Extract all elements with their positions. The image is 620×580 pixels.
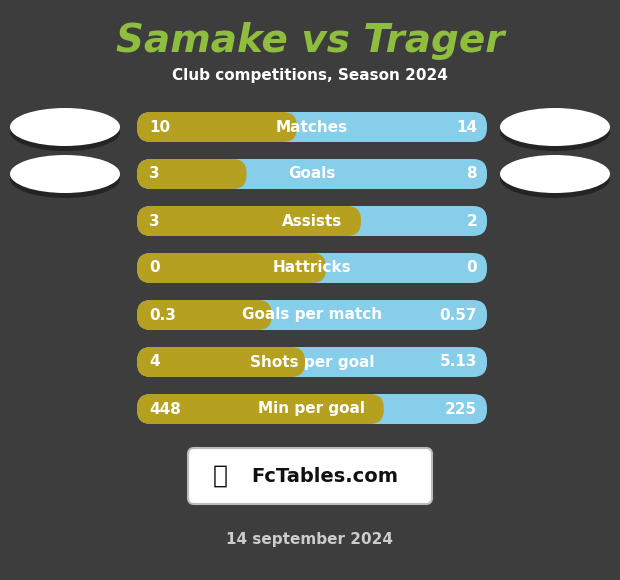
Text: 0.3: 0.3: [149, 307, 176, 322]
Text: FcTables.com: FcTables.com: [252, 466, 399, 485]
FancyBboxPatch shape: [137, 112, 487, 142]
FancyBboxPatch shape: [137, 347, 487, 377]
Ellipse shape: [500, 160, 610, 198]
Text: 8: 8: [466, 166, 477, 182]
Ellipse shape: [10, 108, 120, 146]
FancyBboxPatch shape: [137, 300, 487, 330]
Text: 📊: 📊: [213, 464, 228, 488]
FancyBboxPatch shape: [137, 112, 297, 142]
Text: 0: 0: [149, 260, 159, 276]
Text: 225: 225: [445, 401, 477, 416]
FancyBboxPatch shape: [137, 253, 326, 283]
FancyBboxPatch shape: [188, 448, 432, 504]
FancyBboxPatch shape: [137, 347, 305, 377]
Text: Min per goal: Min per goal: [259, 401, 366, 416]
Text: 14 september 2024: 14 september 2024: [226, 532, 394, 547]
Ellipse shape: [10, 155, 120, 193]
Text: 3: 3: [149, 213, 159, 229]
Text: Assists: Assists: [282, 213, 342, 229]
FancyBboxPatch shape: [137, 394, 487, 424]
Ellipse shape: [10, 113, 120, 151]
Text: 0.57: 0.57: [440, 307, 477, 322]
Ellipse shape: [500, 155, 610, 193]
Text: 4: 4: [149, 354, 159, 369]
Text: Hattricks: Hattricks: [273, 260, 352, 276]
Text: 448: 448: [149, 401, 181, 416]
Text: 10: 10: [149, 119, 170, 135]
Ellipse shape: [500, 108, 610, 146]
Text: Samake vs Trager: Samake vs Trager: [116, 22, 504, 60]
Text: Goals per match: Goals per match: [242, 307, 382, 322]
Text: 5.13: 5.13: [440, 354, 477, 369]
Text: Goals: Goals: [288, 166, 335, 182]
Ellipse shape: [10, 160, 120, 198]
FancyBboxPatch shape: [137, 300, 272, 330]
FancyBboxPatch shape: [137, 159, 487, 189]
FancyBboxPatch shape: [137, 206, 361, 236]
Text: 3: 3: [149, 166, 159, 182]
FancyBboxPatch shape: [137, 394, 384, 424]
Text: 0: 0: [466, 260, 477, 276]
Text: Matches: Matches: [276, 119, 348, 135]
FancyBboxPatch shape: [137, 159, 247, 189]
Ellipse shape: [500, 113, 610, 151]
Text: Club competitions, Season 2024: Club competitions, Season 2024: [172, 68, 448, 83]
Text: 14: 14: [456, 119, 477, 135]
Text: 2: 2: [466, 213, 477, 229]
FancyBboxPatch shape: [137, 253, 487, 283]
Text: Shots per goal: Shots per goal: [250, 354, 374, 369]
FancyBboxPatch shape: [137, 206, 487, 236]
